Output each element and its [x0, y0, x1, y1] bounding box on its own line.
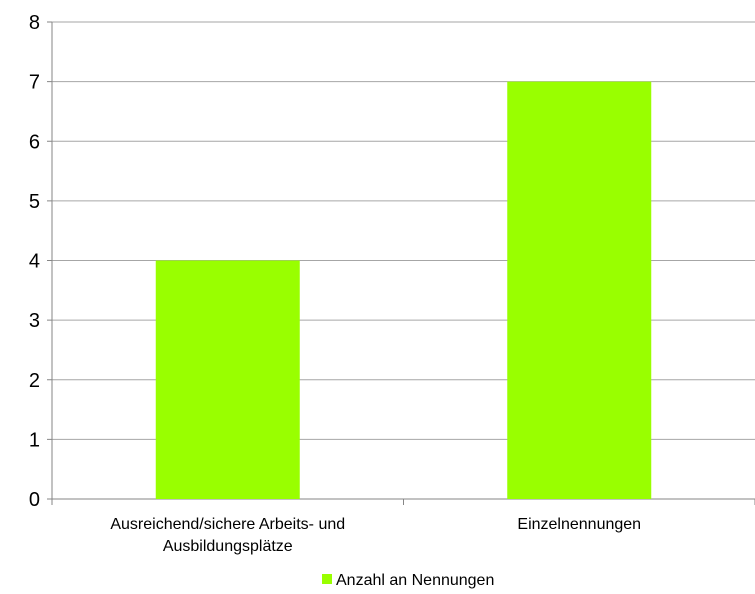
y-tick-label: 3 [29, 310, 40, 332]
y-tick-label: 7 [29, 72, 40, 94]
x-category-label-line: Ausreichend/sichere Arbeits- und [110, 516, 345, 533]
y-tick-label: 1 [29, 429, 40, 451]
y-tick-label: 8 [29, 12, 40, 34]
y-tick-label: 6 [29, 131, 40, 153]
bar [507, 81, 652, 499]
x-category-label-line: Einzelnennungen [517, 516, 641, 533]
bars [155, 81, 652, 499]
y-tick-label: 5 [29, 191, 40, 213]
bar [155, 260, 300, 499]
y-tick-label: 4 [29, 251, 40, 273]
y-axis-tick-labels: 0 1 2 3 4 5 6 7 8 [29, 12, 40, 511]
x-category-label-line: Ausbildungsplätze [163, 538, 293, 555]
legend-swatch [322, 574, 332, 584]
legend: Anzahl an Nennungen [322, 572, 494, 589]
x-category-label: Ausreichend/sichere Arbeits- und Ausbildu… [110, 516, 345, 555]
legend-label: Anzahl an Nennungen [336, 572, 494, 589]
y-tick-label: 0 [29, 489, 40, 511]
y-tick-label: 2 [29, 370, 40, 392]
x-axis-category-labels: Ausreichend/sichere Arbeits- und Ausbildu… [110, 516, 641, 555]
x-category-label: Einzelnennungen [517, 516, 641, 533]
